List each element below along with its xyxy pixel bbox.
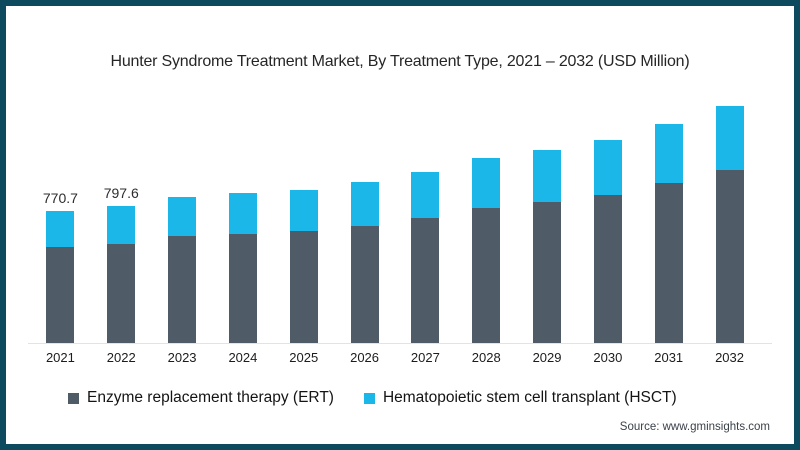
bar-segment-ert: [228, 233, 257, 343]
bar-column: [638, 98, 699, 343]
x-axis-label: 2027: [410, 350, 440, 365]
bar-column: 770.7: [30, 98, 91, 343]
x-axis-label: 2032: [715, 350, 744, 365]
legend-swatch-ert-icon: [68, 392, 79, 404]
bar-segment-hsct: [593, 139, 622, 195]
bar-segment-ert: [654, 182, 683, 343]
x-axis-label: 2026: [350, 350, 380, 365]
bar-column: [517, 98, 578, 343]
legend-swatch-hsct-icon: [363, 392, 375, 404]
legend-item-hsct: Hematopoietic stem cell transplant (HSCT…: [363, 389, 677, 407]
bar-value-label: 770.7: [42, 189, 78, 206]
bar-segment-hsct: [472, 158, 501, 208]
x-axis-label: 2029: [532, 350, 562, 365]
bar-segment-ert: [593, 194, 622, 343]
x-axis-label: 2022: [106, 350, 136, 365]
x-axis-label: 2030: [593, 350, 623, 365]
legend-label-hsct: Hematopoietic stem cell transplant (HSCT…: [382, 389, 677, 406]
bar-segment-hsct: [228, 192, 257, 234]
bar-column: [395, 98, 456, 343]
bar-value-label: 797.6: [103, 185, 139, 202]
bar-column: [212, 98, 273, 343]
source-note: Source: www.gminsights.com: [619, 421, 770, 433]
bar-segment-ert: [289, 230, 318, 343]
x-axis-label: 2028: [471, 350, 501, 365]
bar-column: 797.6: [91, 98, 152, 343]
bars-row: 770.7 797.6: [30, 98, 760, 343]
x-axis-label: 2021: [45, 350, 75, 365]
bar-segment-hsct: [107, 206, 136, 244]
bar-segment-hsct: [715, 106, 744, 170]
bar-segment-ert: [350, 226, 379, 343]
bar-segment-hsct: [289, 190, 318, 231]
x-axis-label: 2024: [228, 350, 258, 365]
legend-label-ert: Enzyme replacement therapy (ERT): [87, 389, 334, 406]
bar-segment-ert: [411, 217, 440, 343]
bar-segment-ert: [715, 169, 744, 343]
chart-title: Hunter Syndrome Treatment Market, By Tre…: [110, 53, 690, 70]
x-axis-label: 2025: [289, 350, 319, 365]
bar-column: [152, 98, 213, 343]
bar-column: [456, 98, 517, 343]
bar-column: [273, 98, 334, 343]
x-axis-labels: 2021 2022 2023 2024 2025 2026 2027 2028 2029 2030…: [30, 350, 760, 365]
legend: Enzyme replacement therapy (ERT) Hematop…: [68, 389, 677, 407]
bar-column: [577, 98, 638, 343]
axis-baseline: [28, 343, 772, 344]
x-axis-label: 2031: [654, 350, 684, 365]
bar-segment-hsct: [46, 210, 75, 248]
bar-column: [334, 98, 395, 343]
bar-segment-ert: [533, 201, 562, 343]
bar-column: [699, 98, 760, 343]
bar-segment-ert: [472, 207, 501, 343]
bar-segment-ert: [168, 236, 197, 343]
bar-segment-ert: [107, 243, 136, 343]
bar-segment-hsct: [533, 150, 562, 202]
bar-segment-ert: [46, 247, 75, 343]
bar-segment-hsct: [654, 123, 683, 183]
bar-segment-hsct: [168, 197, 197, 237]
bar-segment-hsct: [411, 171, 440, 218]
x-axis-label: 2023: [167, 350, 197, 365]
bar-segment-hsct: [350, 182, 379, 227]
legend-item-ert: Enzyme replacement therapy (ERT): [68, 389, 334, 407]
